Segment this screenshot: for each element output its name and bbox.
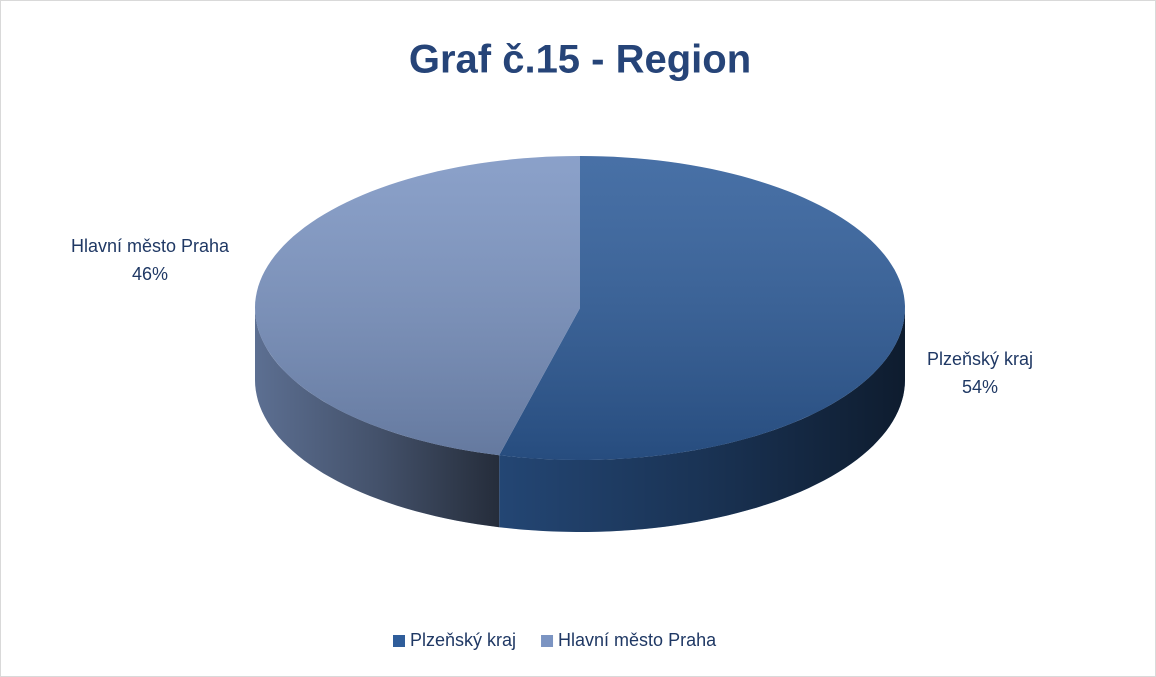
- data-label-value: 54%: [962, 377, 998, 397]
- data-label-category: Plzeňský kraj: [927, 349, 1033, 369]
- legend: Plzeňský kraj Hlavní město Praha: [393, 630, 717, 650]
- data-label-category: Hlavní město Praha: [71, 236, 230, 256]
- pie-slice-shade: [499, 156, 905, 460]
- legend-label: Plzeňský kraj: [410, 630, 516, 650]
- pie-slice-side-shade: [499, 308, 905, 532]
- legend-swatch: [541, 635, 554, 647]
- pie: Plzeňský kraj 54% Hlavní město Praha 46%: [71, 156, 1033, 532]
- pie-slice-shade: [255, 156, 580, 456]
- pie-slice-side-shade: [255, 308, 500, 528]
- chart-title: Graf č.15 - Region: [409, 38, 751, 82]
- legend-swatch: [393, 635, 405, 647]
- legend-label: Hlavní město Praha: [558, 630, 717, 650]
- data-label-value: 46%: [132, 264, 168, 284]
